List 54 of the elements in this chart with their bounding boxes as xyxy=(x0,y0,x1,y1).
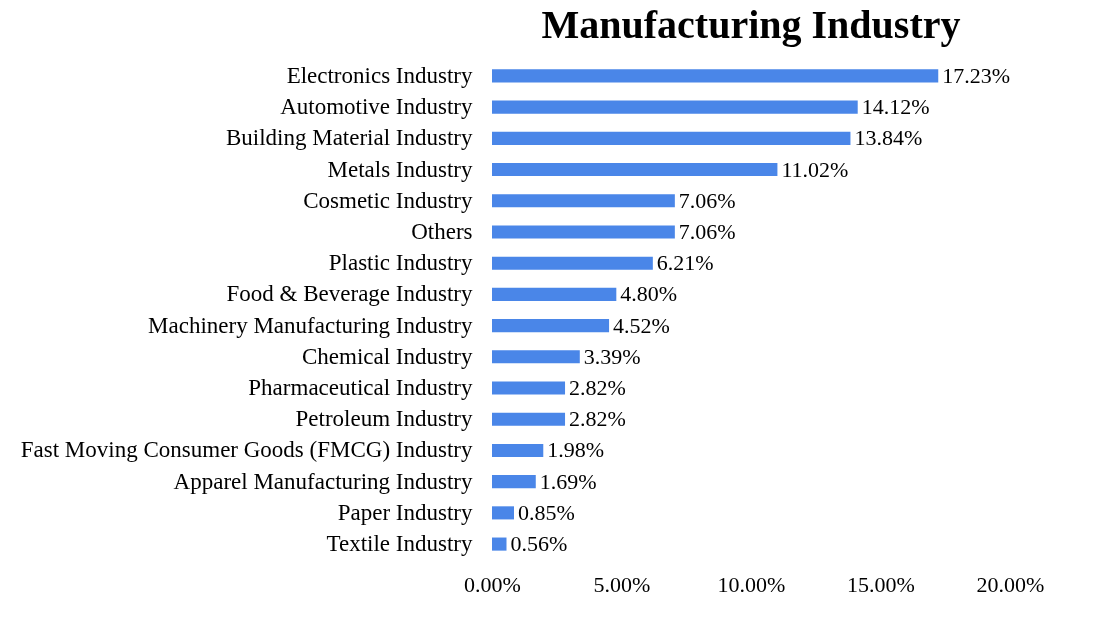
data-label: 13.84% xyxy=(854,125,923,151)
bar xyxy=(492,350,580,364)
y-tick-label: Metals Industry xyxy=(327,156,473,182)
y-tick-label: Machinery Manufacturing Industry xyxy=(148,312,473,338)
data-label: 2.82% xyxy=(569,406,626,432)
y-tick-label: Petroleum Industry xyxy=(295,406,473,432)
chart-title: Manufacturing Industry xyxy=(541,2,961,47)
data-label: 0.56% xyxy=(510,531,568,557)
y-tick-label: Building Material Industry xyxy=(225,125,473,151)
y-tick-label: Others xyxy=(411,218,473,244)
bar xyxy=(492,287,617,301)
data-label: 0.85% xyxy=(518,499,575,525)
data-label: 11.02% xyxy=(781,156,849,182)
data-label: 7.06% xyxy=(678,218,736,244)
data-label: 4.80% xyxy=(620,281,678,307)
bar xyxy=(492,319,610,333)
y-tick-label: Textile Industry xyxy=(326,531,473,557)
y-tick-label: Pharmaceutical Industry xyxy=(248,375,473,401)
y-tick-label: Chemical Industry xyxy=(301,343,473,369)
bar xyxy=(492,381,566,395)
bar xyxy=(492,194,675,208)
data-label: 14.12% xyxy=(861,94,930,120)
data-label: 1.69% xyxy=(539,468,597,494)
bar xyxy=(492,443,544,457)
bar xyxy=(492,131,851,145)
x-tick-label: 20.00% xyxy=(976,571,1045,597)
bar xyxy=(492,163,778,177)
data-label: 4.52% xyxy=(613,312,670,338)
bar xyxy=(492,100,858,114)
x-tick-label: 0.00% xyxy=(464,571,521,597)
bar xyxy=(492,537,507,551)
data-label: 6.21% xyxy=(656,250,714,276)
y-tick-label: Apparel Manufacturing Industry xyxy=(173,468,473,494)
bar xyxy=(492,69,939,83)
data-label: 17.23% xyxy=(942,62,1011,88)
y-tick-label: Fast Moving Consumer Goods (FMCG) Industry xyxy=(20,437,473,463)
bar xyxy=(492,412,566,426)
y-tick-label: Automotive Industry xyxy=(280,94,473,120)
x-tick-label: 5.00% xyxy=(593,571,651,597)
bar xyxy=(492,475,536,489)
bar xyxy=(492,225,675,239)
data-label: 7.06% xyxy=(678,187,736,213)
x-tick-label: 10.00% xyxy=(717,571,786,597)
y-tick-label: Cosmetic Industry xyxy=(303,187,473,213)
data-label: 1.98% xyxy=(547,437,605,463)
bar xyxy=(492,256,653,270)
y-tick-label: Electronics Industry xyxy=(286,62,473,88)
y-tick-label: Paper Industry xyxy=(337,499,473,525)
y-tick-label: Plastic Industry xyxy=(328,250,473,276)
bar xyxy=(492,506,515,520)
data-label: 2.82% xyxy=(569,375,626,401)
x-tick-label: 15.00% xyxy=(847,571,915,597)
y-tick-label: Food & Beverage Industry xyxy=(226,281,473,307)
data-label: 3.39% xyxy=(583,343,641,369)
